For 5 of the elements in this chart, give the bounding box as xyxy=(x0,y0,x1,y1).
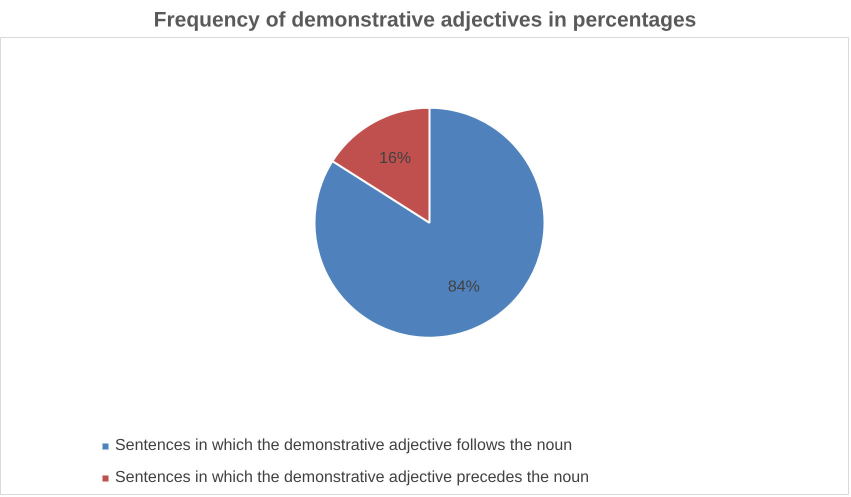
legend-label: Sentences in which the demonstrative adjective precedes the noun xyxy=(115,469,590,487)
data-label: 84% xyxy=(448,278,480,296)
chart-title: Frequency of demonstrative adjectives in percentages xyxy=(154,8,696,32)
data-label: 16% xyxy=(379,150,412,167)
legend-label: Sentences in which the demonstrative adjective follows the noun xyxy=(115,437,572,455)
